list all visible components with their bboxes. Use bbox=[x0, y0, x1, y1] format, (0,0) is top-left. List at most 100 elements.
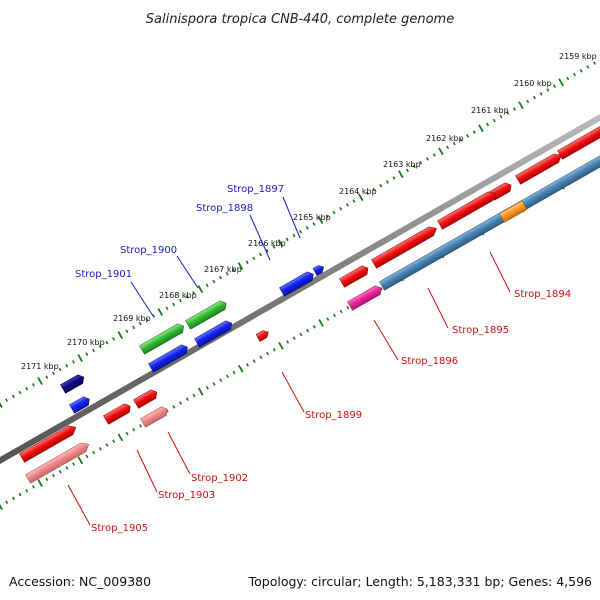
minor-tick bbox=[332, 210, 336, 215]
major-tick bbox=[117, 433, 124, 442]
minor-tick bbox=[379, 183, 383, 188]
major-tick bbox=[318, 319, 324, 327]
gene-red-small-a[interactable] bbox=[339, 264, 371, 288]
minor-tick bbox=[5, 398, 9, 402]
minor-tick bbox=[25, 386, 29, 391]
label-strop-1895[interactable]: Strop_1895 bbox=[452, 325, 509, 336]
minor-tick bbox=[432, 153, 436, 157]
minor-tick bbox=[18, 492, 22, 497]
gene-blue-mid-b[interactable] bbox=[194, 319, 235, 348]
label-strop-1898[interactable]: Strop_1898 bbox=[196, 203, 253, 214]
kbp-label: 2159 kbp bbox=[559, 52, 597, 61]
gene-strop-1901-green[interactable] bbox=[185, 299, 229, 330]
label-strop-1899[interactable]: Strop_1899 bbox=[305, 410, 362, 421]
minor-tick bbox=[112, 439, 116, 443]
minor-tick bbox=[52, 473, 55, 478]
major-tick bbox=[277, 239, 284, 248]
label-strop-1897[interactable]: Strop_1897 bbox=[227, 184, 284, 195]
minor-tick bbox=[266, 351, 270, 356]
minor-tick bbox=[226, 374, 229, 379]
major-tick bbox=[37, 479, 43, 488]
minor-tick bbox=[172, 405, 176, 409]
gene-strop-1897-blue[interactable] bbox=[279, 270, 316, 297]
minor-tick bbox=[85, 454, 89, 459]
minor-tick bbox=[18, 390, 22, 395]
major-tick bbox=[197, 387, 204, 396]
minor-tick bbox=[512, 107, 516, 111]
minor-tick bbox=[225, 272, 229, 276]
minor-tick bbox=[292, 336, 296, 340]
gene-strop-1898-blue[interactable] bbox=[312, 264, 326, 276]
gene-strop-1900-green[interactable] bbox=[139, 322, 187, 355]
minor-tick bbox=[552, 84, 556, 88]
gene-strop-1902-red[interactable] bbox=[133, 388, 160, 409]
label-leader-lines bbox=[67, 196, 511, 526]
major-tick bbox=[0, 504, 3, 510]
gene-strop-1905-red[interactable] bbox=[19, 423, 79, 463]
minor-tick bbox=[419, 160, 423, 165]
minor-tick bbox=[138, 321, 142, 326]
gene-blue-mid-a[interactable] bbox=[148, 343, 190, 373]
kbp-label: 2164 kbp bbox=[339, 187, 377, 196]
accession-text: Accession: NC_009380 bbox=[9, 574, 151, 589]
gene-magenta[interactable] bbox=[347, 284, 384, 311]
minor-tick bbox=[272, 245, 276, 249]
minor-tick bbox=[85, 352, 89, 356]
minor-tick bbox=[11, 496, 15, 501]
gene-strop-1903-red[interactable] bbox=[103, 402, 133, 425]
label-strop-1894[interactable]: Strop_1894 bbox=[514, 289, 571, 300]
gene-strop-1905-pink[interactable] bbox=[25, 440, 92, 484]
minor-tick bbox=[232, 268, 236, 272]
gene-strop-1894-steel[interactable] bbox=[379, 152, 600, 291]
label-strop-1902[interactable]: Strop_1902 bbox=[191, 473, 248, 484]
kbp-label: 2161 kbp bbox=[471, 106, 509, 115]
minor-tick bbox=[185, 295, 189, 299]
minor-tick bbox=[372, 187, 376, 192]
major-tick bbox=[0, 402, 3, 408]
gene-features bbox=[19, 123, 600, 484]
minor-tick bbox=[352, 199, 356, 203]
kbp-label: 2165 kbp bbox=[293, 213, 331, 222]
minor-tick bbox=[178, 298, 182, 303]
minor-tick bbox=[325, 214, 329, 219]
label-strop-1900[interactable]: Strop_1900 bbox=[120, 245, 177, 256]
gene-strop-1899-red[interactable] bbox=[255, 329, 270, 342]
kbp-label: 2163 kbp bbox=[383, 160, 421, 169]
kbp-label: 2168 kbp bbox=[159, 291, 197, 300]
major-tick bbox=[518, 101, 524, 110]
gene-strop-1902-pink[interactable] bbox=[140, 405, 170, 428]
gene-red-upper-c[interactable] bbox=[437, 189, 499, 230]
minor-tick bbox=[185, 397, 189, 401]
minor-tick bbox=[45, 375, 49, 379]
minor-tick bbox=[232, 370, 236, 375]
minor-tick bbox=[312, 222, 316, 226]
gene-red-upper-a[interactable] bbox=[515, 151, 564, 185]
minor-tick bbox=[31, 485, 35, 489]
minor-tick bbox=[345, 203, 349, 207]
kbp-label: 2162 kbp bbox=[426, 134, 464, 143]
minor-tick bbox=[31, 383, 35, 387]
major-tick bbox=[357, 193, 364, 202]
gene-navy[interactable] bbox=[60, 373, 87, 394]
label-strop-1903[interactable]: Strop_1903 bbox=[158, 490, 215, 501]
gene-blue-small-left[interactable] bbox=[69, 395, 92, 414]
label-strop-1896[interactable]: Strop_1896 bbox=[401, 356, 458, 367]
minor-tick bbox=[212, 279, 216, 284]
gene-orange-segment[interactable] bbox=[499, 200, 528, 223]
gene-red-upper-b[interactable] bbox=[557, 123, 600, 160]
minor-tick bbox=[105, 443, 109, 447]
minor-tick bbox=[452, 141, 456, 146]
minor-tick bbox=[459, 137, 463, 142]
label-strop-1901[interactable]: Strop_1901 bbox=[75, 269, 132, 280]
minor-tick bbox=[392, 176, 396, 180]
label-strop-1905[interactable]: Strop_1905 bbox=[91, 523, 148, 534]
minor-tick bbox=[25, 488, 29, 493]
gene-strop-1896-red[interactable] bbox=[371, 224, 439, 269]
minor-tick bbox=[252, 359, 256, 363]
minor-tick bbox=[72, 360, 75, 364]
major-tick bbox=[278, 341, 284, 350]
minor-tick bbox=[305, 226, 309, 230]
minor-tick bbox=[51, 371, 55, 376]
minor-tick bbox=[466, 134, 470, 138]
